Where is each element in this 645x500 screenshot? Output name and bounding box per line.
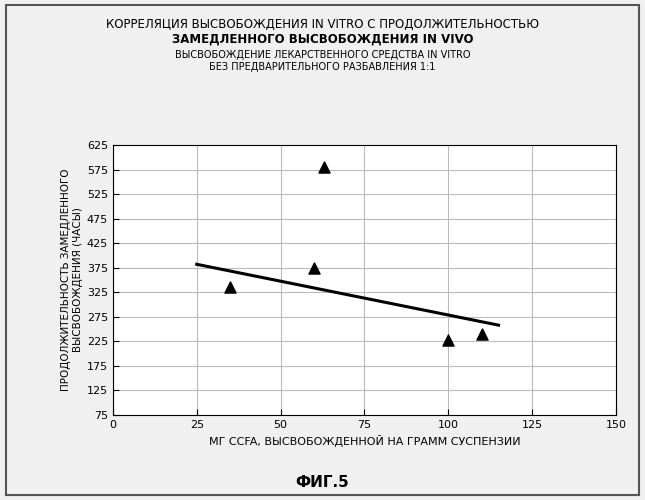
Text: КОРРЕЛЯЦИЯ ВЫСВОБОЖДЕНИЯ IN VITRO С ПРОДОЛЖИТЕЛЬНОСТЬЮ: КОРРЕЛЯЦИЯ ВЫСВОБОЖДЕНИЯ IN VITRO С ПРОД… [106,18,539,30]
Point [225,284,235,292]
Text: ЗАМЕДЛЕННОГО ВЫСВОБОЖДЕНИЯ IN VIVO: ЗАМЕДЛЕННОГО ВЫСВОБОЖДЕНИЯ IN VIVO [172,32,473,46]
Point [319,163,330,171]
Point [309,264,319,272]
Text: ВЫСВОБОЖДЕНИЕ ЛЕКАРСТВЕННОГО СРЕДСТВА IN VITRO: ВЫСВОБОЖДЕНИЕ ЛЕКАРСТВЕННОГО СРЕДСТВА IN… [175,50,470,60]
Point [443,336,453,344]
Text: ФИГ.5: ФИГ.5 [295,475,350,490]
Text: БЕЗ ПРЕДВАРИТЕЛЬНОГО РАЗБАВЛЕНИЯ 1:1: БЕЗ ПРЕДВАРИТЕЛЬНОГО РАЗБАВЛЕНИЯ 1:1 [210,62,435,72]
X-axis label: МГ CCFA, ВЫСВОБОЖДЕННОЙ НА ГРАММ СУСПЕНЗИИ: МГ CCFA, ВЫСВОБОЖДЕННОЙ НА ГРАММ СУСПЕНЗ… [208,436,521,448]
Point [477,330,487,338]
Y-axis label: ПРОДОЛЖИТЕЛЬНОСТЬ ЗАМЕДЛЕННОГО
ВЫСВОБОЖДЕНИЯ (ЧАСЫ): ПРОДОЛЖИТЕЛЬНОСТЬ ЗАМЕДЛЕННОГО ВЫСВОБОЖД… [61,169,83,391]
